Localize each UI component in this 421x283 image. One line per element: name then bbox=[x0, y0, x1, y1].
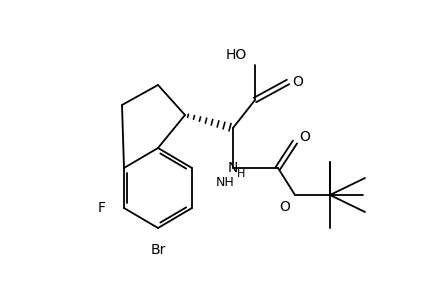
Text: N: N bbox=[228, 161, 238, 175]
Text: O: O bbox=[293, 75, 304, 89]
Text: F: F bbox=[98, 201, 106, 215]
Text: H: H bbox=[237, 169, 245, 179]
Text: O: O bbox=[280, 200, 290, 214]
Text: Br: Br bbox=[150, 243, 166, 257]
Text: NH: NH bbox=[216, 176, 234, 189]
Text: O: O bbox=[300, 130, 310, 144]
Text: HO: HO bbox=[226, 48, 247, 62]
